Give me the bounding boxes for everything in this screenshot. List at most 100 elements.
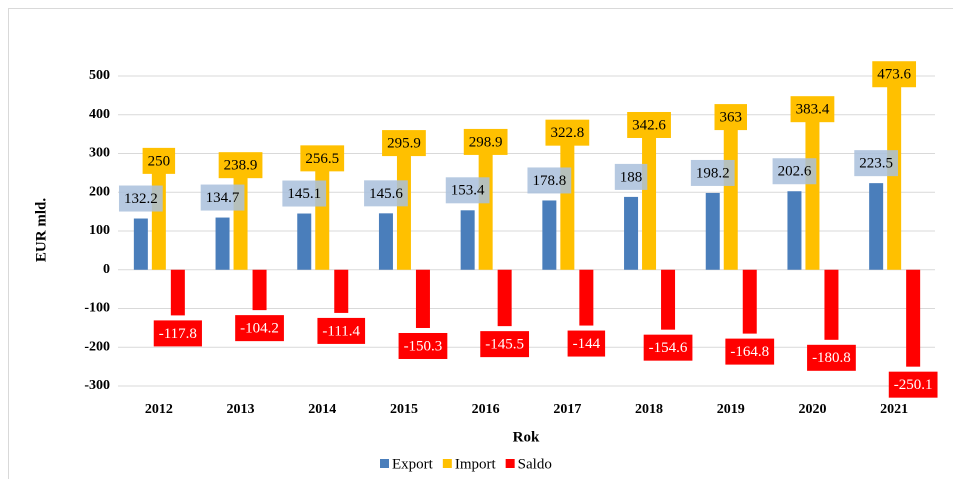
data-label: 363 xyxy=(720,110,743,126)
y-tick-label: 100 xyxy=(89,223,110,238)
x-tick-label: 2016 xyxy=(472,402,500,417)
data-label-bg xyxy=(153,320,202,347)
data-label: -144 xyxy=(573,336,601,352)
x-tick-label: 2018 xyxy=(635,402,663,417)
x-tick-label: 2017 xyxy=(553,402,581,417)
data-label-bg xyxy=(888,371,938,398)
x-tick-label: 2012 xyxy=(145,402,173,417)
data-label: -180.8 xyxy=(812,350,851,366)
data-label-bg xyxy=(614,163,648,190)
data-label: -154.6 xyxy=(649,340,688,356)
data-label-bg xyxy=(480,331,530,358)
bar xyxy=(560,144,575,270)
data-label: -150.3 xyxy=(404,338,443,354)
bar xyxy=(723,129,738,270)
chart-border xyxy=(8,8,953,479)
data-label-bg xyxy=(725,338,775,365)
data-label: 383.4 xyxy=(796,102,830,118)
data-label-bg xyxy=(807,344,856,371)
bar xyxy=(215,217,230,270)
legend-label: Export xyxy=(392,456,434,472)
data-label: -145.5 xyxy=(485,337,524,353)
x-tick-label: 2021 xyxy=(880,402,908,417)
data-label-bg xyxy=(772,158,817,185)
data-label: 298.9 xyxy=(469,134,503,150)
data-label-bg xyxy=(872,61,917,88)
data-label-bg xyxy=(382,130,426,157)
data-label-bg xyxy=(317,317,366,344)
y-tick-label: 300 xyxy=(89,146,110,161)
y-tick-label: 200 xyxy=(89,184,110,199)
bar xyxy=(742,269,757,334)
data-label-bg xyxy=(118,185,163,212)
bar xyxy=(705,192,720,270)
bar xyxy=(824,269,839,340)
data-label: -250.1 xyxy=(894,377,933,393)
bar xyxy=(787,191,802,270)
data-label: 342.6 xyxy=(632,117,666,133)
legend-swatch xyxy=(442,459,452,468)
legend-label: Saldo xyxy=(518,456,552,472)
bar xyxy=(869,183,884,270)
y-tick-label: 0 xyxy=(103,262,110,277)
bar xyxy=(579,269,594,326)
bar xyxy=(642,136,657,270)
x-tick-label: 2013 xyxy=(227,402,255,417)
data-label: 188 xyxy=(620,169,643,185)
data-label-bg xyxy=(643,334,693,361)
data-label-bg xyxy=(714,104,747,131)
x-axis-title: Rok xyxy=(513,429,540,445)
data-label: -164.8 xyxy=(730,344,769,360)
y-tick-label: -100 xyxy=(84,301,110,316)
data-label: -104.2 xyxy=(240,321,279,337)
y-tick-label: -200 xyxy=(84,339,110,354)
bar xyxy=(415,269,430,328)
bar xyxy=(478,153,493,270)
bar xyxy=(334,269,349,313)
data-label-bg xyxy=(300,145,345,172)
bar xyxy=(805,121,820,270)
bar xyxy=(624,196,639,270)
data-label-bg xyxy=(364,180,408,207)
data-label: 153.4 xyxy=(451,183,485,199)
legend-swatch xyxy=(380,459,389,468)
y-axis-title: EUR mld. xyxy=(33,198,49,262)
bar xyxy=(378,213,393,270)
data-label: 202.6 xyxy=(778,164,812,180)
y-tick-label: -300 xyxy=(84,378,110,393)
data-label: 322.8 xyxy=(550,125,584,141)
y-tick-label: 500 xyxy=(89,68,110,83)
data-label-bg xyxy=(200,184,245,211)
data-label-bg xyxy=(463,128,508,155)
data-label: 250 xyxy=(148,153,171,169)
data-label: 145.6 xyxy=(369,186,403,202)
data-label: 145.1 xyxy=(287,186,321,202)
data-label-bg xyxy=(398,332,448,359)
bar xyxy=(460,210,475,270)
data-label-bg xyxy=(282,180,327,207)
data-label: 473.6 xyxy=(877,67,911,83)
data-label: 198.2 xyxy=(696,165,730,181)
x-tick-label: 2015 xyxy=(390,402,418,417)
data-label-bg xyxy=(545,119,590,146)
data-label: 256.5 xyxy=(305,151,339,167)
bar xyxy=(542,200,557,270)
data-label-bg xyxy=(627,111,671,138)
bar xyxy=(170,269,185,316)
bar xyxy=(252,269,267,311)
data-label: 134.7 xyxy=(206,190,240,206)
data-label-bg xyxy=(235,315,284,342)
data-label: -111.4 xyxy=(322,323,360,339)
data-label: 132.2 xyxy=(124,191,158,207)
data-label: 238.9 xyxy=(224,158,258,174)
data-label-bg xyxy=(790,96,835,123)
data-label-bg xyxy=(218,152,263,179)
data-label: -117.8 xyxy=(159,326,197,342)
data-label-bg xyxy=(527,167,572,194)
data-label-bg xyxy=(567,330,606,357)
data-label: 295.9 xyxy=(387,136,421,152)
legend-swatch xyxy=(505,459,515,468)
x-tick-label: 2020 xyxy=(798,402,826,417)
bar xyxy=(497,269,512,327)
